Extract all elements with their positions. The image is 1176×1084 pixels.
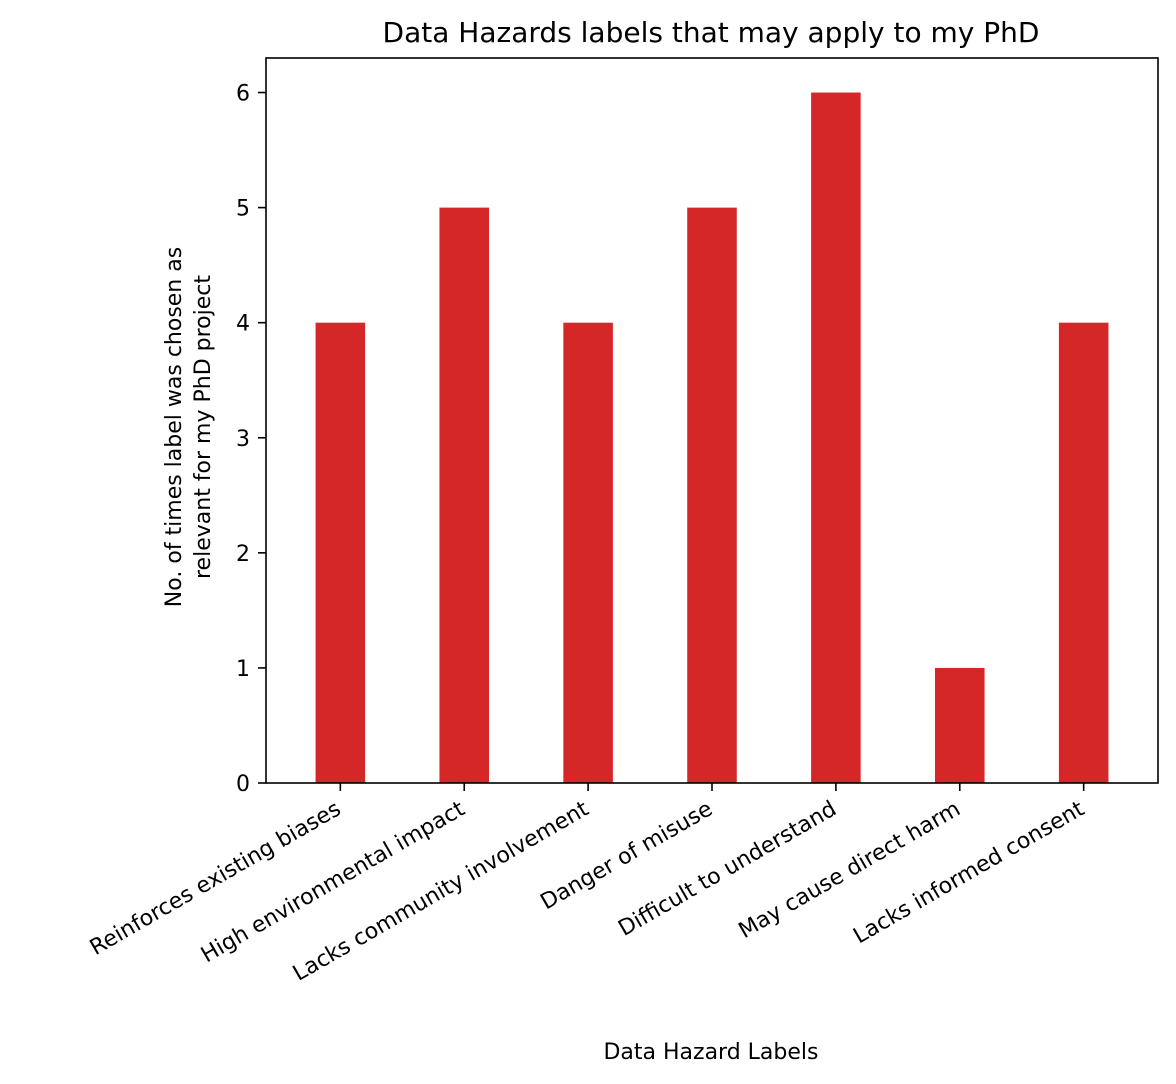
x-tick-label-5: Difficult to understand [614,797,840,942]
y-tick-label-1: 1 [236,657,250,682]
bar-4 [687,207,737,784]
plot-frame [265,57,1159,784]
y-tick-label-5: 5 [236,197,250,222]
bar-2 [439,207,489,784]
bar-6 [935,667,985,783]
x-tick-label-7: Lacks informed consent [849,796,1089,949]
y-axis: 0 1 2 3 4 5 6 [236,82,266,797]
y-tick-label-3: 3 [236,427,250,452]
y-tick-label-2: 2 [236,542,250,567]
x-axis-label: Data Hazard Labels [603,1040,818,1065]
y-axis-label-line-2: relevant for my PhD project [191,275,216,579]
y-tick-label-0: 0 [236,772,250,797]
y-tick-label-6: 6 [236,82,250,107]
y-axis-label-line-1: No. of times label was chosen as [162,247,187,607]
bar-1 [315,322,366,783]
bar-3 [563,322,613,783]
bar-5 [811,92,861,784]
y-axis-label: No. of times label was chosen as relevan… [162,247,216,607]
x-tick-label-6: May cause direct harm [735,797,965,944]
y-tick-label-4: 4 [236,312,250,337]
bars-group [315,92,1109,784]
chart-title: Data Hazards labels that may apply to my… [383,16,1040,49]
bar-7 [1058,322,1109,783]
